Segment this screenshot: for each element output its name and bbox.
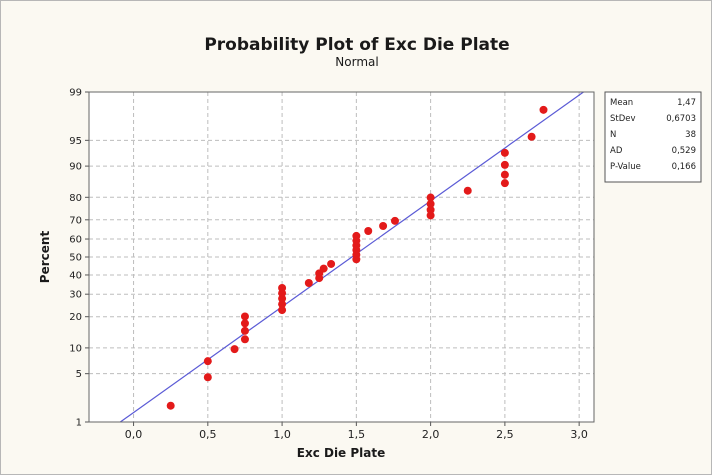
y-tick-label: 95 (69, 136, 82, 147)
data-point (278, 284, 287, 293)
data-point (426, 199, 435, 208)
x-axis-ticks: 0,0 0,5 1,0 1,5 2,0 2,5 3,0 (125, 422, 588, 441)
y-tick-label: 20 (69, 312, 82, 323)
stat-label: StDev (610, 114, 636, 124)
data-point (500, 179, 509, 188)
x-tick-label: 2,5 (496, 428, 514, 441)
y-axis-label: Percent (38, 231, 52, 284)
stat-value: 0,529 (672, 146, 696, 156)
data-point (539, 105, 548, 114)
data-point (240, 335, 249, 344)
data-point (240, 312, 249, 321)
stat-label: N (610, 130, 616, 140)
data-point (327, 259, 336, 268)
x-tick-label: 1,0 (273, 428, 291, 441)
plot-border (88, 91, 595, 423)
data-point (203, 357, 212, 366)
y-tick-label: 70 (69, 215, 82, 226)
y-axis-ticks: 1 5 10 20 30 40 50 60 70 80 90 95 99 (69, 88, 89, 429)
data-point (166, 401, 175, 410)
x-tick-label: 2,0 (422, 428, 440, 441)
data-point (278, 300, 287, 309)
data-point (500, 148, 509, 157)
data-point (463, 186, 472, 195)
y-tick-label: 40 (69, 270, 82, 281)
data-point (319, 264, 328, 273)
y-tick-label: 50 (69, 253, 82, 264)
x-tick-label: 1,5 (348, 428, 366, 441)
y-tick-label: 1 (76, 418, 82, 429)
data-point (278, 306, 287, 315)
stat-label: AD (610, 146, 623, 156)
x-tick-label: 3,0 (570, 428, 588, 441)
y-tick-label: 10 (69, 343, 82, 354)
x-tick-label: 0,0 (125, 428, 143, 441)
y-tick-label: 5 (76, 369, 82, 380)
stat-value: 0,6703 (666, 114, 696, 124)
data-point (352, 231, 361, 240)
statistics-box-border (604, 91, 702, 183)
data-point (203, 373, 212, 382)
data-point (426, 193, 435, 202)
data-point (426, 211, 435, 220)
stat-label: Mean (610, 98, 633, 108)
stat-label: P-Value (610, 162, 641, 172)
y-tick-label: 90 (69, 162, 82, 173)
data-point (364, 227, 373, 236)
data-points (166, 105, 548, 410)
y-tick-label: 30 (69, 290, 82, 301)
data-point (240, 319, 249, 328)
data-point (500, 160, 509, 169)
stat-value: 38 (685, 130, 696, 140)
data-point (379, 221, 388, 230)
data-point (240, 326, 249, 335)
stat-value: 0,166 (672, 162, 696, 172)
y-tick-label: 99 (69, 88, 82, 99)
x-axis-label: Exc Die Plate (297, 446, 386, 460)
data-point (527, 132, 536, 141)
chart-subtitle: Normal (335, 55, 378, 69)
fit-line (119, 91, 584, 423)
chart-title: Probability Plot of Exc Die Plate (204, 35, 509, 55)
fit-line-layer (119, 91, 584, 423)
grid-lines (89, 92, 594, 422)
y-tick-label: 60 (69, 235, 82, 246)
x-tick-label: 0,5 (199, 428, 217, 441)
y-tick-label: 80 (69, 193, 82, 204)
data-point (390, 216, 399, 225)
data-point (230, 345, 239, 354)
stat-value: 1,47 (677, 98, 696, 108)
data-point (500, 170, 509, 179)
data-point (304, 278, 313, 287)
statistics-box: Mean 1,47 StDev 0,6703 N 38 AD 0,529 P-Value 0,16… (604, 91, 702, 183)
data-point (426, 205, 435, 214)
